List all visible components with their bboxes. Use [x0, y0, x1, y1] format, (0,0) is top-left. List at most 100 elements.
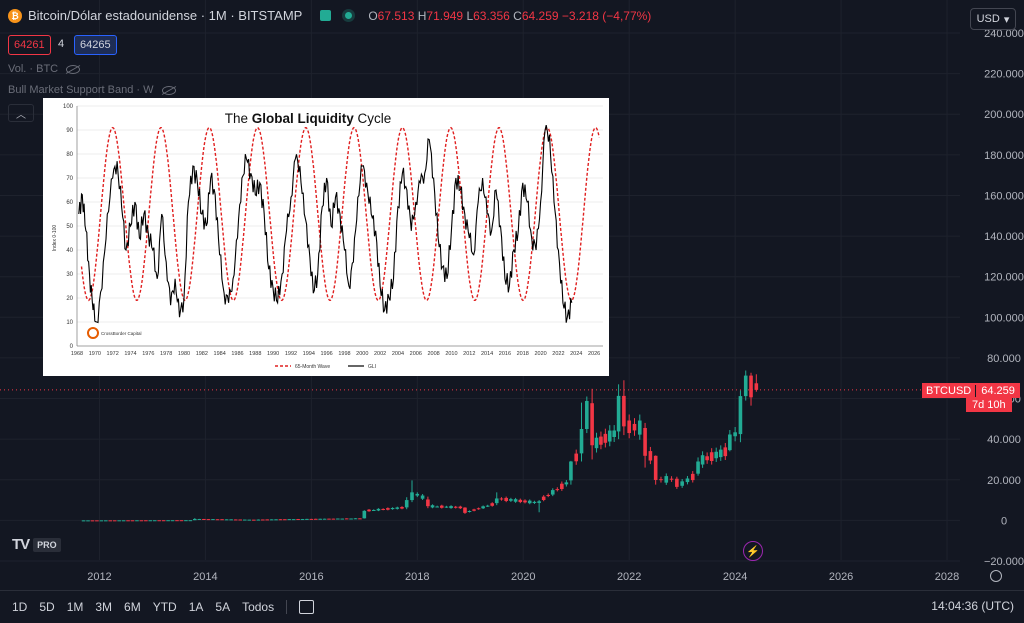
candle-body	[376, 508, 381, 511]
candle-body	[430, 505, 435, 508]
candle-body	[453, 506, 458, 508]
lightning-icon[interactable]: ⚡	[743, 541, 763, 561]
gli-y-tick: 10	[66, 320, 73, 326]
candle-body	[202, 518, 206, 520]
candle-body	[224, 519, 229, 521]
change-value: −3.218 (−4,77%)	[561, 8, 652, 23]
candle-body	[410, 492, 414, 501]
hidden-eye-icon[interactable]	[66, 64, 81, 74]
indicator-volume[interactable]: Vol. · BTC	[8, 63, 81, 75]
global-liquidity-inset: The Global Liquidity Cycle 0 10 20 30 40 50 60…	[43, 98, 609, 376]
candle-body	[349, 518, 353, 520]
gli-x-tick: 2026	[588, 351, 600, 357]
timeframe-3m[interactable]: 3M	[95, 600, 113, 614]
timeframe-todos[interactable]: Todos	[242, 600, 275, 614]
gli-x-tick: 1970	[89, 351, 101, 357]
candle-body	[463, 507, 467, 513]
timeframe-ytd[interactable]: YTD	[152, 600, 177, 614]
candle-body	[184, 520, 188, 522]
gli-x-tick: 1984	[214, 351, 226, 357]
candle-body	[541, 496, 546, 500]
candle-body	[476, 508, 481, 510]
time-tick: 2020	[511, 571, 535, 583]
timeframe-1m[interactable]: 1M	[66, 600, 84, 614]
gli-x-tick: 2010	[445, 351, 457, 357]
candle-body	[733, 432, 737, 437]
candle-body	[265, 519, 270, 521]
time-axis: 2012 2014 2016 2018 2020 2022 2024 2026 2028	[87, 571, 959, 583]
candle-body	[395, 507, 400, 509]
calendar-range-icon[interactable]	[299, 600, 315, 614]
axis-settings-icon[interactable]	[990, 570, 1002, 582]
candle-body	[144, 520, 148, 522]
candle-body	[95, 520, 99, 522]
time-tick: 2016	[299, 571, 323, 583]
crossborder-logo: CrossBorder Capital	[87, 327, 142, 339]
clock-display[interactable]: 14:04:36 (UTC)	[931, 599, 1014, 613]
time-tick: 2012	[87, 571, 111, 583]
candle-body	[371, 509, 376, 511]
sell-price-button[interactable]: 64261	[8, 35, 51, 55]
timeframe-1a[interactable]: 1A	[188, 600, 204, 614]
candle-body	[108, 520, 113, 522]
candle-body	[675, 478, 679, 487]
gli-grid	[77, 105, 603, 347]
candle-body	[659, 479, 663, 481]
gli-ylabel: Index 0-100	[52, 225, 58, 252]
candle-body	[233, 519, 238, 521]
candle-body	[415, 493, 420, 496]
svg-text:CrossBorder Capital: CrossBorder Capital	[101, 331, 142, 336]
timeframe-5d[interactable]: 5D	[39, 600, 55, 614]
candle-body	[579, 429, 584, 454]
price-tick: 120.000	[984, 272, 1024, 284]
candle-body	[585, 400, 589, 429]
candle-body	[166, 520, 170, 522]
price-tick: 180.000	[984, 150, 1024, 162]
gli-title: The Global Liquidity Cycle	[225, 111, 392, 126]
price-tick: 80.000	[987, 353, 1021, 365]
price-tick: 160.000	[984, 190, 1024, 202]
time-tick: 2024	[723, 571, 747, 583]
candle-body	[632, 423, 637, 431]
candle-body	[229, 519, 233, 521]
gli-y-tick: 40	[66, 248, 73, 254]
candle-body	[690, 473, 695, 481]
timeframe-5a[interactable]: 5A	[215, 600, 231, 614]
candle-body	[121, 520, 126, 522]
gli-y-tick: 100	[63, 104, 74, 110]
live-dot-icon	[345, 12, 353, 19]
gli-x-tick: 1978	[160, 351, 172, 357]
candle-body	[161, 520, 166, 522]
tradingview-logo[interactable]: TV PRO	[12, 536, 61, 553]
timeframe-6m[interactable]: 6M	[124, 600, 141, 614]
candle-body	[117, 520, 121, 522]
timeframe-1d[interactable]: 1D	[12, 600, 28, 614]
candle-body	[211, 519, 215, 521]
currency-select[interactable]: USD ▾	[970, 8, 1016, 30]
candle-body	[152, 520, 157, 522]
candle-body	[728, 434, 732, 451]
candle-body	[340, 518, 345, 520]
buy-price-button[interactable]: 64265	[74, 35, 117, 55]
candle-body	[504, 497, 508, 501]
candle-body	[175, 520, 179, 522]
gli-line	[78, 124, 573, 324]
bitcoin-icon: ₿	[8, 8, 22, 23]
candle-body	[206, 519, 211, 521]
collapse-chevron-icon[interactable]: ︿	[8, 104, 34, 122]
ohlc-values: O67.513 H71.949 L63.356 C64.259 −3.218 (…	[368, 8, 652, 23]
gli-x-tick: 1982	[196, 351, 208, 357]
candle-body	[381, 508, 385, 510]
candle-body	[523, 500, 527, 503]
symbol-title[interactable]: Bitcoin/Dólar estadounidense · 1M · BITS…	[28, 8, 303, 23]
candle-body	[247, 519, 252, 521]
candle-body	[749, 375, 753, 398]
gli-x-tick: 2006	[410, 351, 422, 357]
candle-body	[527, 500, 532, 504]
indicator-bull-band[interactable]: Bull Market Support Band · W	[8, 84, 176, 96]
price-tick: 240.000	[984, 28, 1024, 40]
candle-body	[700, 455, 705, 465]
gli-y-tick: 30	[66, 272, 73, 278]
hidden-eye-icon[interactable]	[161, 85, 176, 95]
candle-body	[322, 518, 327, 520]
